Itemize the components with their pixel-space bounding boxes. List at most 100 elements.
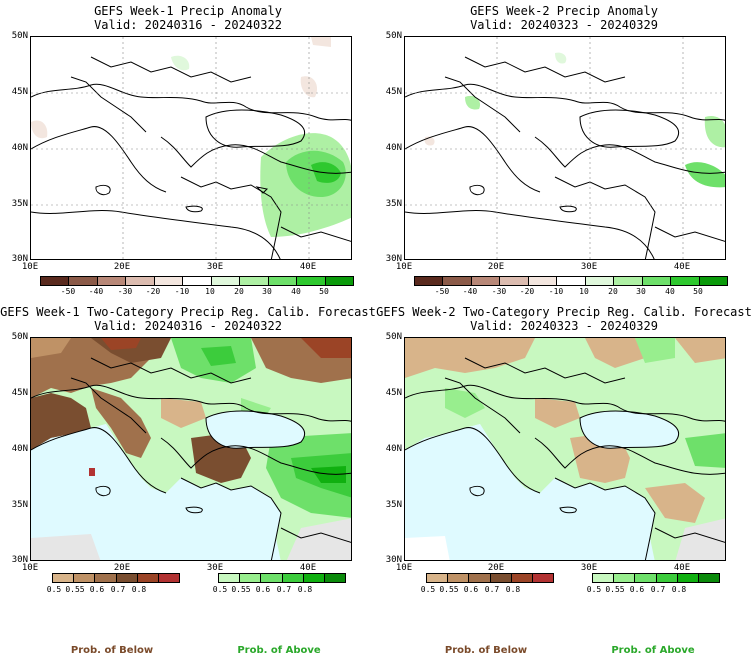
colorbar-swatch (415, 277, 444, 285)
colorbar-swatch (219, 574, 241, 582)
colorbar-label: 0.5 (212, 585, 228, 594)
colorbar-label: -30 (117, 287, 133, 296)
colorbar-swatch (614, 574, 636, 582)
colorbar-swatch (500, 277, 529, 285)
colorbar-label: 10 (205, 287, 215, 296)
colorbar-swatch (53, 574, 75, 582)
colorbar-swatch (240, 574, 262, 582)
coastlines (31, 357, 351, 560)
colorbar-label: 0.5 (420, 585, 436, 594)
lat-label: 45N (11, 87, 28, 97)
colorbar-label: 0.8 (671, 585, 687, 594)
colorbar-swatch (261, 574, 283, 582)
colorbar-label: 20 (608, 287, 618, 296)
colorbar-label: 10 (579, 287, 589, 296)
lat-label: 50N (385, 332, 402, 342)
colorbar-swatch (528, 277, 558, 285)
colorbar-label: 0.6 (629, 585, 645, 594)
lon-label: 10E (395, 262, 413, 272)
colorbar-label: 0.7 (650, 585, 666, 594)
lat-label: 35N (385, 500, 402, 510)
colorbar-label: 40 (291, 287, 301, 296)
lon-label: 10E (21, 563, 39, 573)
colorbar-swatch (448, 574, 470, 582)
colorbar-label: 0.8 (297, 585, 313, 594)
lon-label: 40E (673, 563, 691, 573)
colorbar-swatch (303, 574, 325, 582)
lon-label: 10E (21, 262, 39, 272)
colorbar-label: 50 (319, 287, 329, 296)
colorbar-swatch (635, 574, 657, 582)
prob-above-label: Prob. of Above (611, 645, 695, 656)
colorbar-label: -50 (434, 287, 450, 296)
map-week1-anomaly (30, 36, 352, 260)
colorbar-swatch (699, 277, 727, 285)
colorbar-label: 0.55 (439, 585, 459, 594)
coastlines (405, 56, 725, 259)
lat-label: 30N (385, 254, 402, 264)
panel-valid-dates: Valid: 20240323 - 20240329 (470, 18, 658, 32)
colorbar-label: -20 (519, 287, 535, 296)
lon-label: 40E (299, 262, 317, 272)
colorbar-label: -50 (60, 287, 76, 296)
colorbar-swatch (240, 277, 269, 285)
colorbar-label: 50 (693, 287, 703, 296)
colorbar-swatch (282, 574, 304, 582)
panel-title: GEFS Week-1 Two-Category Precip Reg. Cal… (0, 305, 376, 319)
lat-label: 35N (385, 199, 402, 209)
lon-label: 20E (113, 563, 131, 573)
lat-label: 30N (385, 555, 402, 565)
colorbar-swatch (698, 574, 720, 582)
colorbar-label: -40 (462, 287, 478, 296)
lon-label: 40E (299, 563, 317, 573)
colorbar-swatch (95, 574, 117, 582)
colorbar-label: 40 (665, 287, 675, 296)
colorbar-label: 30 (262, 287, 272, 296)
lat-label: 50N (385, 31, 402, 41)
lat-label: 45N (11, 388, 28, 398)
colorbar-label: 0.55 (231, 585, 251, 594)
colorbar-label: -30 (491, 287, 507, 296)
gridlines (31, 37, 351, 259)
colorbar-swatch (324, 574, 346, 582)
map-week1-probability (30, 337, 352, 561)
colorbar-swatch (69, 277, 98, 285)
probability-map-layer (405, 338, 725, 560)
colorbar-swatch (268, 277, 298, 285)
lat-label: 40N (11, 143, 28, 153)
colorbar-label: 0.7 (110, 585, 126, 594)
colorbar-swatch (677, 574, 699, 582)
lon-label: 30E (206, 563, 224, 573)
lon-label: 40E (673, 262, 691, 272)
lat-label: 40N (11, 444, 28, 454)
above-colorbar (592, 573, 720, 583)
lat-label: 45N (385, 388, 402, 398)
colorbar-label: 20 (234, 287, 244, 296)
panel-title: GEFS Week-2 Two-Category Precip Reg. Cal… (376, 305, 752, 319)
gridlines (405, 37, 725, 259)
lat-label: 30N (11, 254, 28, 264)
lat-label: 40N (385, 444, 402, 454)
colorbar-swatch (158, 574, 180, 582)
above-colorbar (218, 573, 346, 583)
lon-label: 20E (113, 262, 131, 272)
anomaly-colorbar (40, 276, 354, 286)
colorbar-swatch (137, 574, 159, 582)
colorbar-swatch (183, 277, 212, 285)
colorbar-label: -20 (145, 287, 161, 296)
lat-label: 35N (11, 500, 28, 510)
colorbar-label: 0.8 (131, 585, 147, 594)
map-week2-anomaly (404, 36, 726, 260)
colorbar-label: 0.55 (65, 585, 85, 594)
colorbar-swatch (614, 277, 643, 285)
lon-label: 10E (395, 563, 413, 573)
colorbar-swatch (97, 277, 127, 285)
colorbar-swatch (325, 277, 353, 285)
colorbar-swatch (469, 574, 491, 582)
lon-label: 20E (487, 563, 505, 573)
colorbar-swatch (41, 277, 70, 285)
lat-label: 30N (11, 555, 28, 565)
colorbar-swatch (297, 277, 326, 285)
colorbar-swatch (443, 277, 472, 285)
lon-label: 20E (487, 262, 505, 272)
